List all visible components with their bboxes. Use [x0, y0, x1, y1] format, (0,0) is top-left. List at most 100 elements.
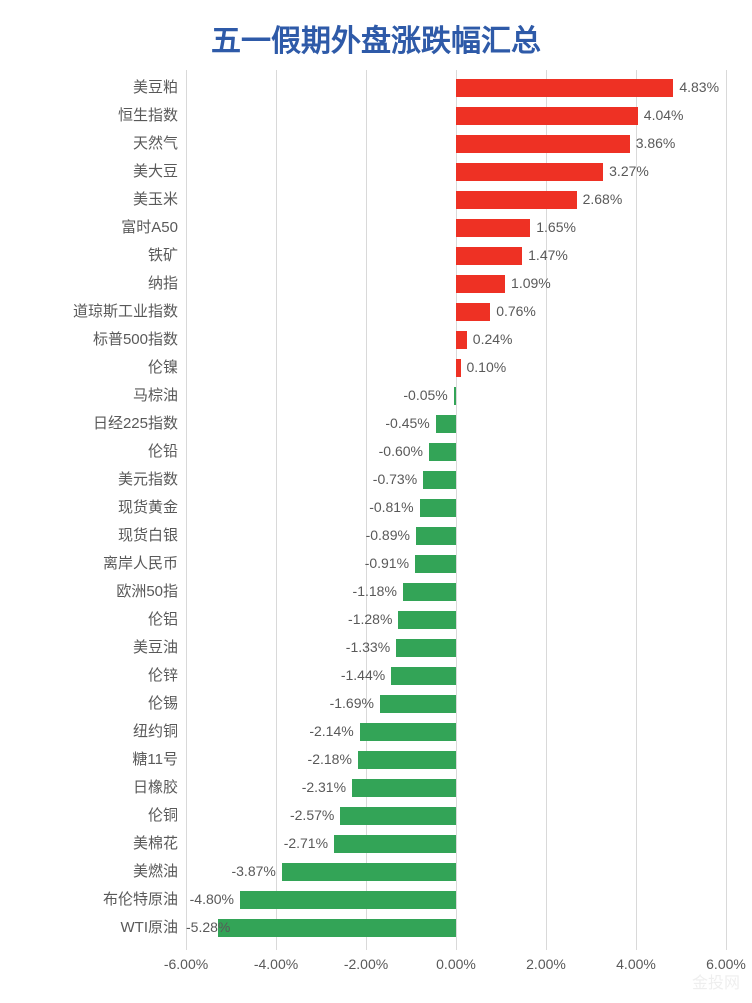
- bar-row: 美玉米2.68%: [186, 186, 726, 214]
- bar-row: 富时A501.65%: [186, 214, 726, 242]
- bar-row: 标普500指数0.24%: [186, 326, 726, 354]
- category-label: 糖11号: [4, 751, 178, 768]
- value-label: 3.27%: [609, 163, 649, 180]
- bar: [456, 135, 630, 152]
- bar-row: 糖11号-2.18%: [186, 746, 726, 774]
- category-label: 伦锌: [4, 667, 178, 684]
- category-label: 美玉米: [4, 191, 178, 208]
- bar: [454, 387, 456, 404]
- category-label: 天然气: [4, 135, 178, 152]
- category-label: 离岸人民币: [4, 555, 178, 572]
- bar: [456, 191, 577, 208]
- bar-row: 离岸人民币-0.91%: [186, 550, 726, 578]
- x-tick-label: -4.00%: [254, 956, 298, 972]
- bar-row: 美豆粕4.83%: [186, 74, 726, 102]
- bar-row: 现货黄金-0.81%: [186, 494, 726, 522]
- category-label: 马棕油: [4, 387, 178, 404]
- value-label: 1.47%: [528, 247, 568, 264]
- value-label: -2.57%: [186, 807, 334, 824]
- category-label: 伦铅: [4, 443, 178, 460]
- category-label: 标普500指数: [4, 331, 178, 348]
- value-label: -0.60%: [186, 443, 423, 460]
- x-tick-label: -2.00%: [344, 956, 388, 972]
- category-label: 美豆粕: [4, 79, 178, 96]
- bar: [456, 79, 673, 96]
- bar-row: 欧洲50指-1.18%: [186, 578, 726, 606]
- bar: [436, 415, 456, 432]
- category-label: WTI原油: [4, 919, 178, 936]
- category-label: 伦铝: [4, 611, 178, 628]
- bar: [360, 723, 456, 740]
- bar: [456, 331, 467, 348]
- category-label: 日橡胶: [4, 779, 178, 796]
- value-label: 0.76%: [496, 303, 536, 320]
- chart-container: 五一假期外盘涨跌幅汇总 -6.00%-4.00%-2.00%0.00%2.00%…: [0, 0, 752, 1003]
- bar-row: 伦锌-1.44%: [186, 662, 726, 690]
- value-label: -0.91%: [186, 555, 409, 572]
- bar: [456, 247, 522, 264]
- value-label: -0.45%: [186, 415, 430, 432]
- value-label: 1.65%: [536, 219, 576, 236]
- bar: [398, 611, 456, 628]
- bar-row: 美豆油-1.33%: [186, 634, 726, 662]
- category-label: 美棉花: [4, 835, 178, 852]
- bar-row: 天然气3.86%: [186, 130, 726, 158]
- bar-row: 道琼斯工业指数0.76%: [186, 298, 726, 326]
- bar: [396, 639, 456, 656]
- watermark: 金投网: [692, 969, 740, 993]
- value-label: -1.18%: [186, 583, 397, 600]
- value-label: -1.28%: [186, 611, 392, 628]
- category-label: 恒生指数: [4, 107, 178, 124]
- bar: [456, 275, 505, 292]
- bar-row: 日橡胶-2.31%: [186, 774, 726, 802]
- bar-row: 伦铝-1.28%: [186, 606, 726, 634]
- category-label: 现货黄金: [4, 499, 178, 516]
- bar-row: 纽约铜-2.14%: [186, 718, 726, 746]
- bar: [218, 919, 456, 936]
- category-label: 欧洲50指: [4, 583, 178, 600]
- gridline: [726, 70, 727, 950]
- category-label: 铁矿: [4, 247, 178, 264]
- bar: [415, 555, 456, 572]
- bar: [456, 163, 603, 180]
- bar: [391, 667, 456, 684]
- bar: [240, 891, 456, 908]
- bar-row: 伦镍0.10%: [186, 354, 726, 382]
- value-label: 0.10%: [467, 359, 507, 376]
- bar-row: WTI原油-5.28%: [186, 914, 726, 942]
- chart-title: 五一假期外盘涨跌幅汇总: [0, 16, 752, 60]
- bar-row: 美燃油-3.87%: [186, 858, 726, 886]
- bar-row: 伦铅-0.60%: [186, 438, 726, 466]
- value-label: -1.44%: [186, 667, 385, 684]
- value-label: -2.14%: [186, 723, 354, 740]
- value-label: 3.86%: [636, 135, 676, 152]
- category-label: 美豆油: [4, 639, 178, 656]
- plot-area: -6.00%-4.00%-2.00%0.00%2.00%4.00%6.00%美豆…: [186, 70, 726, 950]
- value-label: 2.68%: [583, 191, 623, 208]
- value-label: 0.24%: [473, 331, 513, 348]
- bar-row: 美大豆3.27%: [186, 158, 726, 186]
- category-label: 美燃油: [4, 863, 178, 880]
- bar-row: 现货白银-0.89%: [186, 522, 726, 550]
- category-label: 美元指数: [4, 471, 178, 488]
- category-label: 伦铜: [4, 807, 178, 824]
- x-tick-label: 2.00%: [526, 956, 566, 972]
- bar-row: 纳指1.09%: [186, 270, 726, 298]
- value-label: 4.04%: [644, 107, 684, 124]
- bar-row: 恒生指数4.04%: [186, 102, 726, 130]
- value-label: -2.18%: [186, 751, 352, 768]
- category-label: 美大豆: [4, 163, 178, 180]
- bar: [456, 359, 461, 376]
- bar: [456, 303, 490, 320]
- bar: [358, 751, 456, 768]
- bar-row: 日经225指数-0.45%: [186, 410, 726, 438]
- bar: [429, 443, 456, 460]
- bar: [334, 835, 456, 852]
- bar-row: 伦锡-1.69%: [186, 690, 726, 718]
- category-label: 伦锡: [4, 695, 178, 712]
- value-label: -0.89%: [186, 527, 410, 544]
- category-label: 纽约铜: [4, 723, 178, 740]
- bar-row: 铁矿1.47%: [186, 242, 726, 270]
- value-label: -2.31%: [186, 779, 346, 796]
- value-label: -5.28%: [186, 919, 212, 936]
